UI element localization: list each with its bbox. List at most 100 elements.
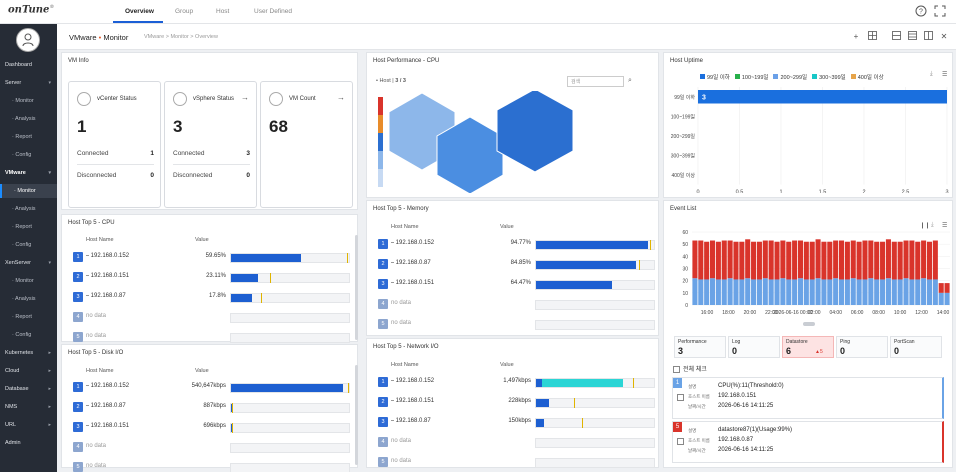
- event-bar-datastore[interactable]: [709, 240, 716, 279]
- sidebar-item-admin-21[interactable]: Admin: [0, 436, 57, 450]
- event-bar-datastore[interactable]: [862, 240, 868, 280]
- event-bar-performance[interactable]: [862, 279, 868, 305]
- event-bar-performance[interactable]: [786, 279, 792, 305]
- table-row[interactable]: 2 ⎯ 192.168.0.151 228kbps: [378, 395, 658, 409]
- search-input[interactable]: 검색: [567, 76, 624, 87]
- tab-group[interactable]: Group: [175, 8, 194, 15]
- event-bar-performance[interactable]: [844, 279, 850, 305]
- event-bar-performance[interactable]: [762, 278, 768, 305]
- table-row[interactable]: 5 no data: [73, 330, 353, 344]
- event-bar-datastore[interactable]: [721, 240, 727, 280]
- event-bar-performance[interactable]: [897, 279, 903, 305]
- event-card-ping[interactable]: Ping 0: [836, 336, 888, 358]
- cpu-hexmap[interactable]: [385, 91, 585, 193]
- layout-rows-icon[interactable]: [890, 31, 902, 43]
- event-bar-datastore[interactable]: [774, 241, 780, 280]
- scrollbar[interactable]: [355, 235, 358, 340]
- table-row[interactable]: 4 no data: [378, 435, 658, 449]
- event-bar-datastore[interactable]: [827, 241, 833, 280]
- event-bar-performance[interactable]: [932, 279, 938, 305]
- search-icon[interactable]: ⌕: [628, 77, 632, 84]
- table-row[interactable]: 1 ⎯ 192.168.0.152 540,647kbps: [73, 380, 353, 394]
- event-bar-performance[interactable]: [692, 278, 698, 305]
- sidebar-item-xenserver-11[interactable]: XenServer ▾: [0, 256, 57, 270]
- tab-host[interactable]: Host: [216, 8, 230, 15]
- event-bar-datastore[interactable]: [762, 240, 768, 279]
- event-bar-datastore[interactable]: [756, 241, 762, 280]
- table-row[interactable]: 3 ⎯ 192.168.0.151 64.47%: [378, 277, 658, 291]
- tab-overview[interactable]: Overview: [125, 8, 154, 15]
- sidebar-item-analysis-13[interactable]: · Analysis: [0, 292, 57, 306]
- event-bar-performance[interactable]: [815, 278, 821, 305]
- table-row[interactable]: 1 ⎯ 192.168.0.152 59.65%: [73, 250, 353, 264]
- close-icon[interactable]: ✕: [940, 32, 948, 41]
- sidebar-item-analysis-3[interactable]: · Analysis: [0, 112, 57, 126]
- vcenter-status-card[interactable]: vCenter Status 1 Connected 1 Disconnected…: [68, 81, 161, 208]
- event-bar-performance[interactable]: [938, 292, 944, 305]
- event-bar-datastore[interactable]: [874, 241, 880, 280]
- event-bar-datastore[interactable]: [891, 241, 897, 280]
- sidebar-item-report-14[interactable]: · Report: [0, 310, 57, 324]
- legend-item[interactable]: 99일 이하: [700, 74, 730, 81]
- event-card-performance[interactable]: Performance 3: [674, 336, 726, 358]
- event-bar-datastore[interactable]: [844, 241, 850, 280]
- event-bar-datastore[interactable]: [944, 283, 950, 293]
- event-bar-performance[interactable]: [850, 278, 856, 305]
- event-bar-datastore[interactable]: [897, 241, 903, 280]
- arrow-right-icon[interactable]: →: [337, 93, 345, 102]
- vsphere-status-card[interactable]: vSphere Status → 3 Connected 3 Disconnect…: [164, 81, 257, 208]
- layout-stack-icon[interactable]: [906, 31, 918, 43]
- scrollbar[interactable]: [355, 365, 358, 465]
- event-bar-datastore[interactable]: [780, 240, 786, 279]
- sidebar-item-config-10[interactable]: · Config: [0, 238, 57, 252]
- help-icon[interactable]: ?: [915, 5, 927, 17]
- legend-item[interactable]: 400일 이상: [850, 74, 884, 81]
- legend-item[interactable]: 200~299일: [773, 74, 807, 81]
- event-bar-performance[interactable]: [709, 278, 716, 305]
- event-bar-performance[interactable]: [827, 279, 833, 305]
- event-bar-datastore[interactable]: [915, 241, 921, 280]
- event-bar-datastore[interactable]: [815, 239, 821, 279]
- event-bar-performance[interactable]: [944, 292, 950, 305]
- event-bar-datastore[interactable]: [921, 240, 927, 279]
- event-bar-datastore[interactable]: [727, 240, 733, 279]
- event-bar-performance[interactable]: [885, 278, 891, 305]
- event-bar-performance[interactable]: [774, 279, 780, 305]
- event-bar-datastore[interactable]: [821, 241, 827, 280]
- event-bar-performance[interactable]: [792, 279, 798, 305]
- event-bar-performance[interactable]: [803, 279, 809, 305]
- table-row[interactable]: 3 ⎯ 192.168.0.151 696kbps: [73, 420, 353, 434]
- event-bar-performance[interactable]: [809, 279, 815, 305]
- sidebar-item-config-5[interactable]: · Config: [0, 148, 57, 162]
- event-bar-performance[interactable]: [903, 278, 909, 305]
- event-bar-datastore[interactable]: [745, 239, 751, 279]
- event-bar-datastore[interactable]: [885, 239, 891, 279]
- table-row[interactable]: 1 ⎯ 192.168.0.152 1,497kbps: [378, 375, 658, 389]
- event-bar-performance[interactable]: [768, 279, 774, 305]
- event-card-portscan[interactable]: PortScan 0: [890, 336, 942, 358]
- table-row[interactable]: 3 ⎯ 192.168.0.87 150kbps: [378, 415, 658, 429]
- event-bar-datastore[interactable]: [809, 241, 815, 280]
- event-bar-performance[interactable]: [797, 278, 804, 305]
- sidebar-item-config-15[interactable]: · Config: [0, 328, 57, 342]
- event-bar-performance[interactable]: [751, 279, 757, 305]
- event-bar-performance[interactable]: [880, 279, 886, 305]
- table-row[interactable]: 4 no data: [73, 310, 353, 324]
- event-bar-performance[interactable]: [838, 279, 845, 305]
- layout-columns-icon[interactable]: [922, 31, 934, 43]
- sidebar-item-report-4[interactable]: · Report: [0, 130, 57, 144]
- uptime-bar[interactable]: [698, 90, 947, 104]
- event-bar-datastore[interactable]: [868, 240, 874, 279]
- table-row[interactable]: 3 ⎯ 192.168.0.87 17.8%: [73, 290, 353, 304]
- event-bar-datastore[interactable]: [751, 241, 757, 280]
- legend-item[interactable]: 300~399일: [812, 74, 846, 81]
- table-row[interactable]: 5 no data: [378, 455, 658, 469]
- sidebar-item-kubernetes-16[interactable]: Kubernetes ▸: [0, 346, 57, 360]
- event-bar-datastore[interactable]: [856, 241, 862, 280]
- sidebar-item-monitor-12[interactable]: · Monitor: [0, 274, 57, 288]
- sidebar-item-report-9[interactable]: · Report: [0, 220, 57, 234]
- sidebar-item-vmware-6[interactable]: VMware ▾: [0, 166, 57, 180]
- event-bar-datastore[interactable]: [932, 240, 938, 280]
- event-item[interactable]: 1 설명 호스트 이름 날짜/시간 CPU(%):11(Threshold:0) 192.…: [672, 377, 944, 419]
- layout-grid-icon[interactable]: [866, 31, 878, 43]
